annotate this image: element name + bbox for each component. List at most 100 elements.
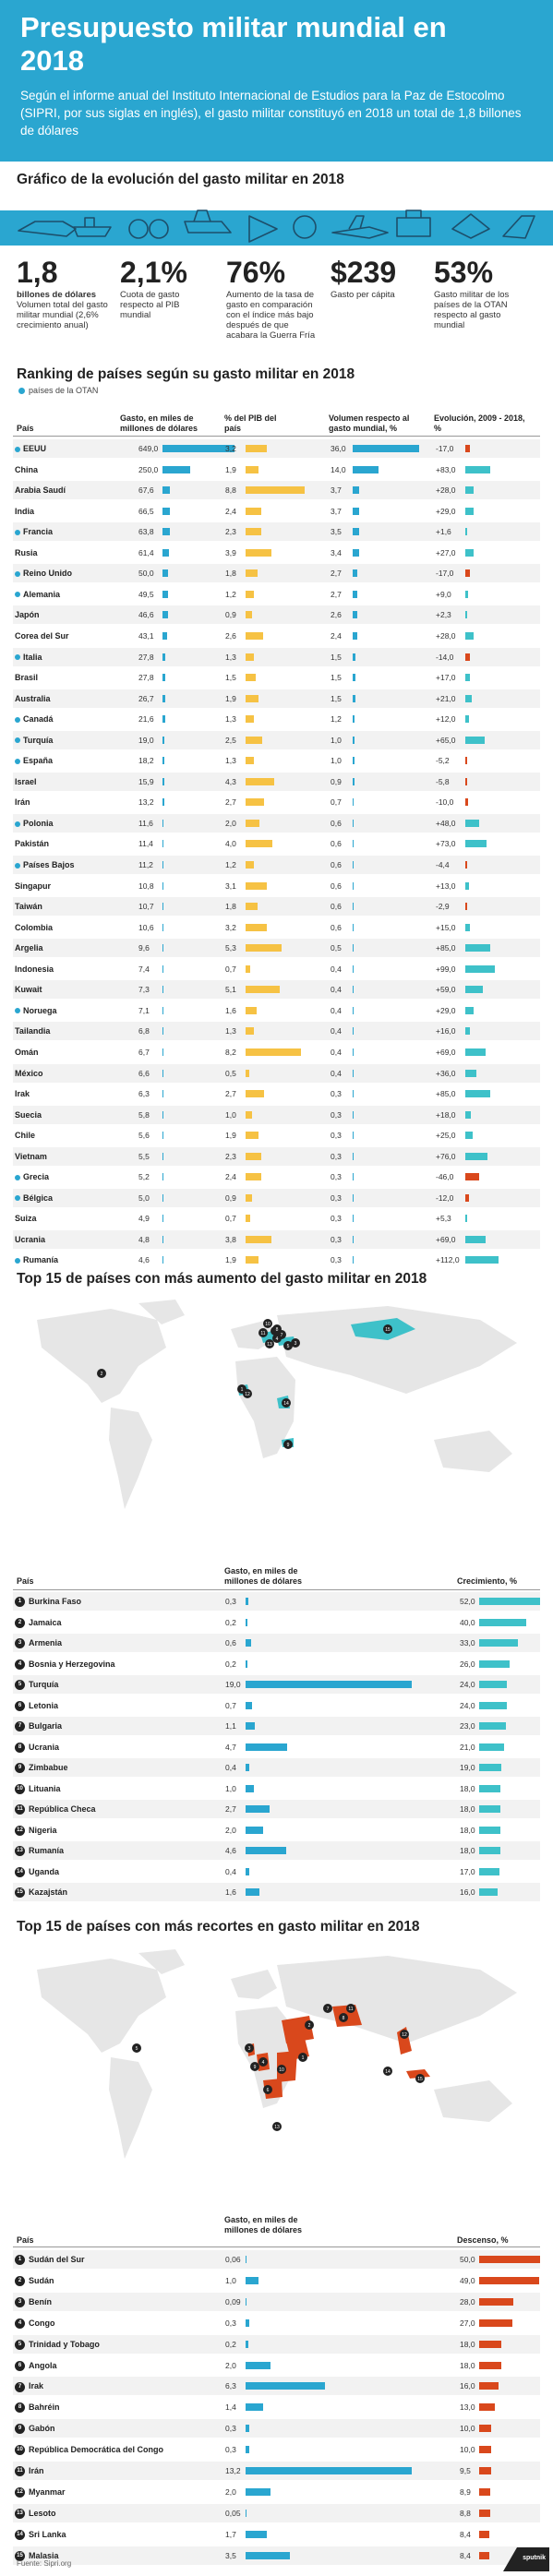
evolution-bar	[465, 486, 474, 495]
spend-bar	[162, 590, 168, 598]
spend-value: 6,8	[138, 1026, 150, 1036]
spend-value: 13,2	[225, 2466, 241, 2475]
country-label: Canadá	[23, 714, 54, 725]
share-value: 2,6	[331, 610, 342, 620]
country-label: Kuwait	[15, 985, 42, 995]
gdp-bar	[246, 653, 255, 661]
share-value: 2,7	[331, 589, 342, 599]
country-label: Singapur	[15, 881, 52, 891]
change-bar	[479, 1867, 499, 1875]
table-row: 13 Lesoto 0,05 8,8	[13, 2503, 540, 2522]
spend-value: 5,2	[138, 1172, 150, 1182]
evolution-value: +83,0	[436, 464, 456, 474]
spend-bar	[246, 1805, 270, 1813]
gdp-value: 2,4	[225, 1172, 236, 1182]
evolution-value: +5,3	[436, 1214, 451, 1224]
table-row: Francia 63,8 2,3 3,5 +1,6	[13, 522, 540, 542]
gdp-value: 2,7	[225, 797, 236, 808]
svg-text:13: 13	[267, 1342, 272, 1348]
country-name: Bélgica	[15, 1189, 53, 1207]
evolution-bar	[465, 528, 467, 536]
country-label: Pakistán	[15, 839, 50, 849]
spend-bar	[246, 1659, 247, 1668]
evolution-bar	[465, 1173, 479, 1181]
table-row: Suecia 5,8 1,0 0,3 +18,0	[13, 1105, 540, 1124]
table-row: 1 Sudán del Sur 0,06 50,0	[13, 2250, 540, 2269]
stat-value: 76%	[226, 256, 286, 289]
continent-shape	[109, 1408, 152, 1509]
table-row: Brasil 27,8 1,5 1,5 +17,0	[13, 668, 540, 687]
country-label: Brasil	[15, 673, 39, 683]
change-value: 40,0	[460, 1617, 475, 1627]
continent-shape	[231, 1970, 277, 1999]
country-label: Suecia	[15, 1109, 42, 1120]
country-label: Rusia	[15, 547, 38, 557]
spend-value: 49,5	[138, 589, 154, 599]
share-value: 0,4	[331, 964, 342, 974]
continent-shape	[235, 1357, 295, 1458]
change-bar	[479, 2403, 496, 2412]
spend-value: 7,3	[138, 985, 150, 995]
country-label: Grecia	[23, 1172, 50, 1182]
gdp-bar	[246, 1006, 257, 1014]
spend-bar	[162, 507, 170, 515]
country-name: Indonesia	[15, 960, 54, 978]
evolution-bar	[465, 819, 480, 827]
military-illustration	[0, 210, 553, 246]
change-bar	[479, 2509, 490, 2517]
gdp-value: 1,9	[225, 693, 236, 703]
country-label: Japón	[15, 610, 40, 620]
change-bar	[479, 1805, 500, 1813]
evolution-value: +59,0	[436, 985, 456, 995]
map-marker: 12	[400, 2030, 409, 2039]
gdp-value: 1,0	[225, 1109, 236, 1120]
gdp-bar	[246, 861, 254, 869]
nato-dot-icon	[15, 446, 20, 452]
spend-bar	[162, 528, 170, 536]
country-label: Israel	[15, 776, 37, 786]
spend-value: 10,6	[138, 922, 154, 932]
rank-badge: 6	[15, 1700, 25, 1711]
share-value: 0,6	[331, 922, 342, 932]
share-bar	[353, 611, 358, 619]
share-bar	[353, 944, 354, 953]
gdp-value: 0,9	[225, 1192, 236, 1203]
spend-bar	[162, 486, 171, 495]
share-value: 0,4	[331, 1068, 342, 1078]
rank-badge: 11	[15, 1804, 25, 1815]
rank-badge: 4	[15, 1659, 25, 1670]
change-bar	[479, 2382, 499, 2390]
country-label: Irak	[15, 1089, 30, 1099]
country-label: Rumanía	[29, 1846, 65, 1855]
gdp-value: 3,2	[225, 922, 236, 932]
country-label: Corea del Sur	[15, 630, 69, 641]
decrease-title: Top 15 de países con más recortes en gas…	[17, 1919, 420, 1935]
change-value: 27,0	[460, 2318, 475, 2328]
spend-value: 10,7	[138, 902, 154, 912]
share-value: 1,5	[331, 652, 342, 662]
gdp-value: 1,9	[225, 1255, 236, 1265]
gdp-bar	[246, 548, 272, 557]
table-row: Argelia 9,6 5,3 0,5 +85,0	[13, 939, 540, 958]
share-bar	[353, 1173, 354, 1181]
share-bar	[353, 1235, 354, 1243]
share-bar	[353, 507, 360, 515]
spend-bar	[162, 736, 165, 744]
country-name: China	[15, 461, 38, 479]
share-value: 1,5	[331, 673, 342, 683]
evolution-value: -12,0	[436, 1192, 454, 1203]
country-label: Bélgica	[23, 1192, 54, 1203]
change-bar	[479, 1659, 510, 1668]
share-value: 0,4	[331, 1047, 342, 1057]
share-value: 0,3	[331, 1109, 342, 1120]
table-row: 3 Armenia 0,6 33,0	[13, 1634, 540, 1652]
spend-value: 0,2	[225, 1659, 236, 1669]
country-label: Gabón	[29, 2424, 55, 2434]
table-row: 3 Benín 0,09 28,0	[13, 2292, 540, 2311]
country-label: Países Bajos	[23, 860, 75, 869]
spend-value: 46,6	[138, 610, 154, 620]
spend-value: 13,2	[138, 797, 154, 808]
spend-bar	[246, 2276, 258, 2284]
gdp-bar	[246, 694, 258, 702]
share-bar	[353, 881, 355, 890]
